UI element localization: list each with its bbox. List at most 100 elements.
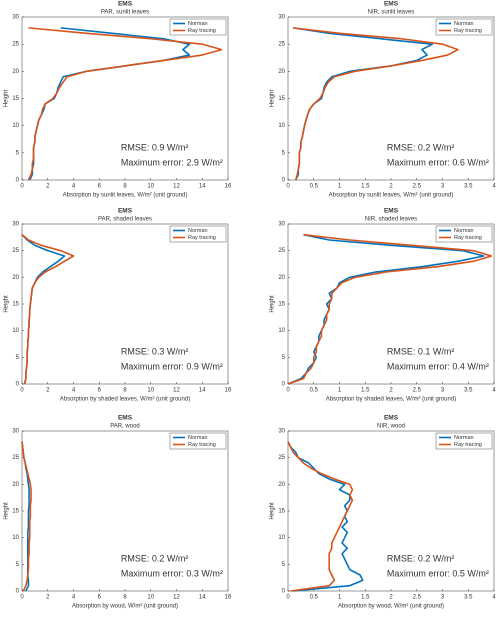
y-axis-label: Height (270, 89, 276, 107)
x-tick-label: 2 (46, 388, 50, 394)
y-tick-label: 25 (278, 42, 285, 48)
chart-title: EMS (118, 415, 133, 422)
x-axis-label: Absorption by wood, W/m² (unit ground) (72, 604, 178, 610)
x-tick-label: 12 (173, 184, 180, 190)
chart-subtitle: NIR, shaded leaves (365, 217, 417, 223)
y-tick-label: 20 (278, 482, 285, 488)
x-tick-label: 12 (173, 388, 180, 394)
x-tick-label: 1 (338, 388, 342, 394)
x-tick-label: 6 (98, 595, 102, 601)
x-tick-label: 0 (20, 388, 24, 394)
y-axis-label: Height (4, 502, 10, 520)
y-tick-label: 5 (16, 150, 20, 156)
y-tick-label: 10 (12, 123, 19, 129)
y-tick-label: 0 (282, 589, 286, 595)
legend-label: Norman (454, 435, 474, 441)
x-tick-label: 3.5 (464, 184, 473, 190)
annotation: RMSE: 0.2 W/m² (121, 553, 189, 563)
chart-subtitle: PAR, wood (110, 424, 140, 430)
x-axis-label: Absorption by wood, W/m² (unit ground) (338, 604, 444, 610)
x-tick-label: 0 (20, 184, 24, 190)
y-tick-label: 30 (12, 222, 19, 228)
x-tick-label: 1 (338, 595, 342, 601)
data-line (287, 233, 493, 385)
y-tick-label: 25 (278, 248, 285, 254)
x-tick-label: 4 (492, 595, 496, 601)
legend-label: Ray tracing (188, 442, 216, 448)
plot-area (287, 223, 495, 385)
x-tick-label: 3.5 (464, 388, 473, 394)
y-tick-label: 15 (12, 96, 19, 102)
y-axis-label: Height (4, 295, 10, 313)
y-tick-label: 25 (12, 248, 19, 254)
chart-title: EMS (384, 208, 399, 215)
y-tick-label: 20 (278, 69, 285, 75)
x-tick-label: 0.5 (310, 184, 319, 190)
y-tick-label: 10 (278, 328, 285, 334)
annotation: Maximum error: 0.5 W/m² (387, 568, 489, 578)
x-tick-label: 3.5 (464, 595, 473, 601)
x-tick-label: 1.5 (361, 595, 370, 601)
x-tick-label: 10 (147, 595, 154, 601)
y-tick-label: 15 (12, 302, 19, 308)
plot-area (21, 430, 229, 592)
x-tick-label: 14 (199, 184, 206, 190)
x-tick-label: 1.5 (361, 184, 370, 190)
x-tick-label: 4 (72, 595, 76, 601)
legend-label: Ray tracing (454, 28, 482, 34)
y-tick-label: 0 (16, 589, 20, 595)
x-tick-label: 14 (199, 595, 206, 601)
annotation: Maximum error: 0.9 W/m² (121, 361, 223, 371)
annotation: Maximum error: 0.4 W/m² (387, 361, 489, 371)
chart-subtitle: PAR, shaded leaves (98, 217, 152, 223)
y-tick-label: 15 (278, 302, 285, 308)
y-tick-label: 0 (282, 382, 286, 388)
x-axis-label: Absorption by sunlit leaves, W/m² (unit … (329, 193, 454, 199)
annotation: Maximum error: 2.9 W/m² (121, 157, 223, 167)
x-tick-label: 10 (147, 388, 154, 394)
x-tick-label: 0.5 (310, 388, 319, 394)
x-tick-label: 10 (147, 184, 154, 190)
y-tick-label: 5 (282, 355, 286, 361)
data-line (21, 441, 32, 592)
y-tick-label: 0 (16, 178, 20, 184)
chart-subtitle: NIR, wood (377, 424, 405, 430)
y-tick-label: 25 (12, 455, 19, 461)
x-tick-label: 16 (225, 388, 232, 394)
x-tick-label: 2.5 (413, 388, 422, 394)
y-tick-label: 15 (278, 509, 285, 515)
x-tick-label: 0 (286, 388, 290, 394)
y-tick-label: 10 (12, 535, 19, 541)
y-tick-label: 10 (278, 535, 285, 541)
x-tick-label: 1.5 (361, 388, 370, 394)
y-tick-label: 20 (278, 275, 285, 281)
x-tick-label: 6 (98, 388, 102, 394)
x-tick-label: 2 (389, 595, 393, 601)
x-tick-label: 6 (98, 184, 102, 190)
y-tick-label: 0 (16, 382, 20, 388)
x-tick-label: 0.5 (310, 595, 319, 601)
y-tick-label: 15 (278, 96, 285, 102)
data-line (27, 27, 223, 181)
data-line (287, 441, 354, 592)
y-tick-label: 30 (12, 15, 19, 21)
chart-subtitle: NIR, sunlit leaves (368, 10, 415, 16)
x-tick-label: 2.5 (413, 184, 422, 190)
y-tick-label: 10 (12, 328, 19, 334)
chart-subtitle: PAR, sunlit leaves (101, 10, 149, 16)
y-tick-label: 30 (278, 429, 285, 435)
y-tick-label: 30 (278, 222, 285, 228)
x-tick-label: 8 (123, 595, 127, 601)
annotation: RMSE: 0.1 W/m² (387, 346, 455, 356)
data-line (293, 27, 459, 181)
chart-title: EMS (118, 1, 133, 8)
legend-label: Ray tracing (188, 235, 216, 241)
legend-label: Norman (454, 228, 474, 234)
x-axis-label: Absorption by sunlit leaves, W/m² (unit … (63, 193, 188, 199)
y-tick-label: 15 (12, 509, 19, 515)
y-tick-label: 20 (12, 482, 19, 488)
annotation: RMSE: 0.2 W/m² (387, 553, 455, 563)
legend-label: Ray tracing (188, 28, 216, 34)
x-tick-label: 2 (46, 184, 50, 190)
